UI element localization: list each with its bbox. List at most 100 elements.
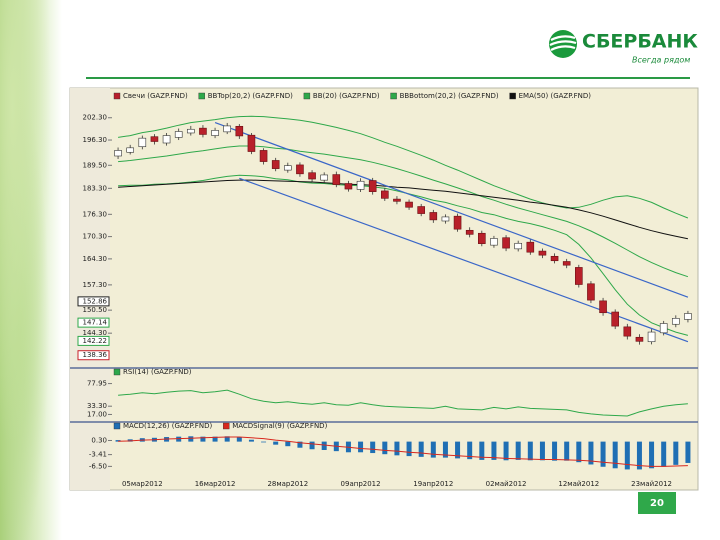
candle-body — [211, 130, 219, 136]
legend-label: BB(20) (GAZP.FND) — [313, 92, 380, 100]
candle-body — [562, 261, 571, 266]
candle-body — [284, 165, 292, 171]
price-label: 142.22 — [83, 337, 108, 345]
candle-body — [296, 164, 304, 175]
bar — [455, 441, 461, 459]
price-label-box — [77, 296, 110, 307]
candle-body — [514, 242, 522, 250]
legend-label: BBBottom(20,2) (GAZP.FND) — [400, 92, 499, 100]
candle-body — [441, 216, 450, 222]
candle-body — [187, 128, 195, 134]
candle-body — [647, 331, 656, 343]
y-tick-label: 0.30 — [91, 436, 107, 444]
y-tick-label: 33.30 — [87, 402, 107, 410]
bar — [188, 436, 194, 442]
candle-body — [490, 238, 498, 246]
price-label: 138.36 — [83, 351, 108, 359]
legend-swatch — [113, 92, 121, 100]
candle-body — [465, 229, 474, 235]
bar — [491, 441, 497, 460]
bar — [673, 441, 679, 465]
candle-body — [247, 134, 256, 152]
y-tick-label: 202.30 — [83, 114, 108, 122]
y-tick-label: 157.30 — [83, 281, 108, 289]
candle-body — [502, 237, 510, 249]
legend-swatch — [113, 422, 121, 430]
line-series — [118, 389, 688, 417]
bar — [661, 441, 667, 467]
candle-body — [575, 267, 583, 285]
bar — [624, 441, 630, 470]
price-label: 147.14 — [83, 319, 108, 327]
candle-body — [659, 323, 668, 334]
legend-swatch — [390, 92, 397, 100]
axis-column — [70, 88, 110, 490]
y-tick-label: 164.30 — [83, 255, 108, 263]
bar — [600, 441, 606, 467]
bar — [248, 439, 254, 442]
x-tick-label: 23май2012 — [631, 480, 672, 488]
x-tick-label: 16мар2012 — [195, 480, 236, 488]
legend-swatch — [509, 92, 516, 100]
candle-body — [381, 190, 389, 199]
candle-body — [623, 326, 632, 337]
candle-body — [550, 255, 559, 262]
candle-body — [368, 180, 377, 192]
bar — [636, 441, 642, 470]
x-tick-label: 12май2012 — [558, 480, 599, 488]
y-tick-label: -6.50 — [89, 462, 107, 470]
x-tick-label: 02май2012 — [486, 480, 527, 488]
candle-body — [538, 250, 547, 256]
page-number-box — [638, 492, 676, 514]
y-tick-label: -3.41 — [89, 451, 107, 459]
candle-body — [356, 180, 365, 190]
bar — [261, 441, 267, 443]
candle-body — [417, 206, 425, 214]
y-tick-label: 170.30 — [83, 233, 108, 241]
y-tick-label: 17.00 — [87, 410, 107, 418]
line-series — [118, 145, 689, 278]
price-label: 152.86 — [83, 297, 108, 305]
bar — [649, 441, 655, 469]
candle-body — [635, 336, 644, 342]
legend-label: MACD(12,26) (GAZP.FND) — [123, 422, 212, 430]
candle-body — [526, 241, 535, 253]
bar — [515, 441, 521, 460]
bar — [479, 441, 485, 460]
y-tick-label: 77.95 — [87, 380, 107, 388]
bar — [200, 436, 206, 442]
bar — [224, 436, 230, 442]
bar — [297, 441, 303, 448]
bar — [212, 436, 218, 442]
candle-body — [478, 232, 486, 244]
bar — [236, 437, 242, 442]
page-number: 20 — [650, 498, 664, 509]
bar — [382, 441, 388, 455]
legend-swatch — [198, 92, 205, 100]
bar — [358, 441, 364, 453]
bar — [576, 441, 582, 463]
legend-label: MACDSignal(9) (GAZP.FND) — [232, 422, 327, 430]
bar — [612, 441, 618, 469]
bar — [321, 441, 327, 450]
y-tick-label: 183.30 — [83, 184, 108, 192]
candle-body — [308, 172, 316, 180]
legend-swatch — [303, 92, 311, 100]
bar — [430, 441, 436, 458]
bar — [467, 441, 473, 460]
legend-swatch — [223, 422, 230, 430]
legend-label: Свечи (GAZP.FND) — [123, 92, 188, 100]
candle-body — [320, 174, 328, 181]
candle-body — [271, 160, 280, 169]
line-series — [118, 436, 688, 467]
candle-body — [174, 131, 183, 138]
y-tick-label: 144.30 — [83, 329, 108, 337]
bar — [527, 441, 533, 461]
candle-body — [223, 125, 231, 133]
candle-body — [259, 150, 268, 162]
price-label-box — [77, 335, 110, 346]
bar — [273, 441, 279, 445]
bar — [115, 440, 121, 442]
